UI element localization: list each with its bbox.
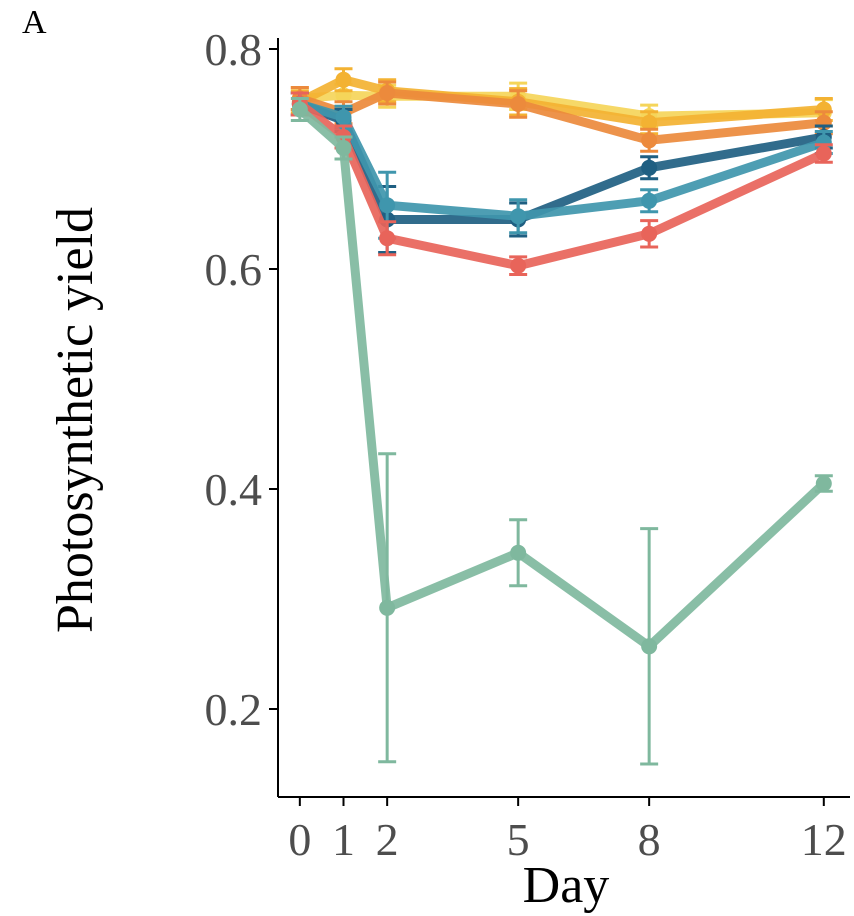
y-tick-label: 0.8 [205, 24, 263, 75]
data-point [510, 544, 527, 561]
data-point [641, 638, 658, 655]
x-tick-label: 2 [376, 814, 399, 865]
data-point [815, 101, 832, 118]
data-point [335, 140, 352, 156]
data-point [379, 197, 396, 214]
series-5 [290, 91, 833, 240]
data-point [641, 192, 658, 209]
data-point [641, 132, 658, 149]
series-7 [290, 97, 833, 766]
data-point [815, 475, 832, 492]
series-layer [290, 67, 833, 766]
data-point [291, 101, 308, 118]
data-point [335, 71, 352, 88]
y-tick-label: 0.2 [205, 684, 263, 735]
x-axis-title: Day [523, 857, 610, 914]
data-point [641, 225, 658, 242]
series-line [295, 99, 829, 271]
data-point [641, 159, 658, 176]
data-point [641, 114, 658, 131]
x-tick-label: 8 [638, 814, 661, 865]
y-tick-label: 0.4 [205, 464, 263, 515]
data-point [510, 208, 527, 225]
x-tick-label: 1 [332, 814, 355, 865]
data-point [510, 257, 527, 274]
x-tick-label: 12 [801, 814, 847, 865]
y-axis-title: Photosynthetic yield [47, 207, 104, 633]
x-tick-label: 5 [507, 814, 530, 865]
series-line [295, 99, 829, 224]
x-tick-label: 0 [288, 814, 311, 865]
panel-label: A [22, 4, 47, 41]
data-point [510, 96, 527, 112]
axes: 0.20.40.60.80 1 2 5 8 12 [205, 24, 850, 865]
data-point [379, 599, 396, 616]
data-point [815, 134, 832, 151]
y-tick-label: 0.6 [205, 244, 263, 295]
data-point [379, 230, 396, 247]
series-line [295, 105, 829, 651]
data-point [335, 109, 352, 126]
data-point [815, 145, 832, 162]
data-point [379, 85, 396, 101]
